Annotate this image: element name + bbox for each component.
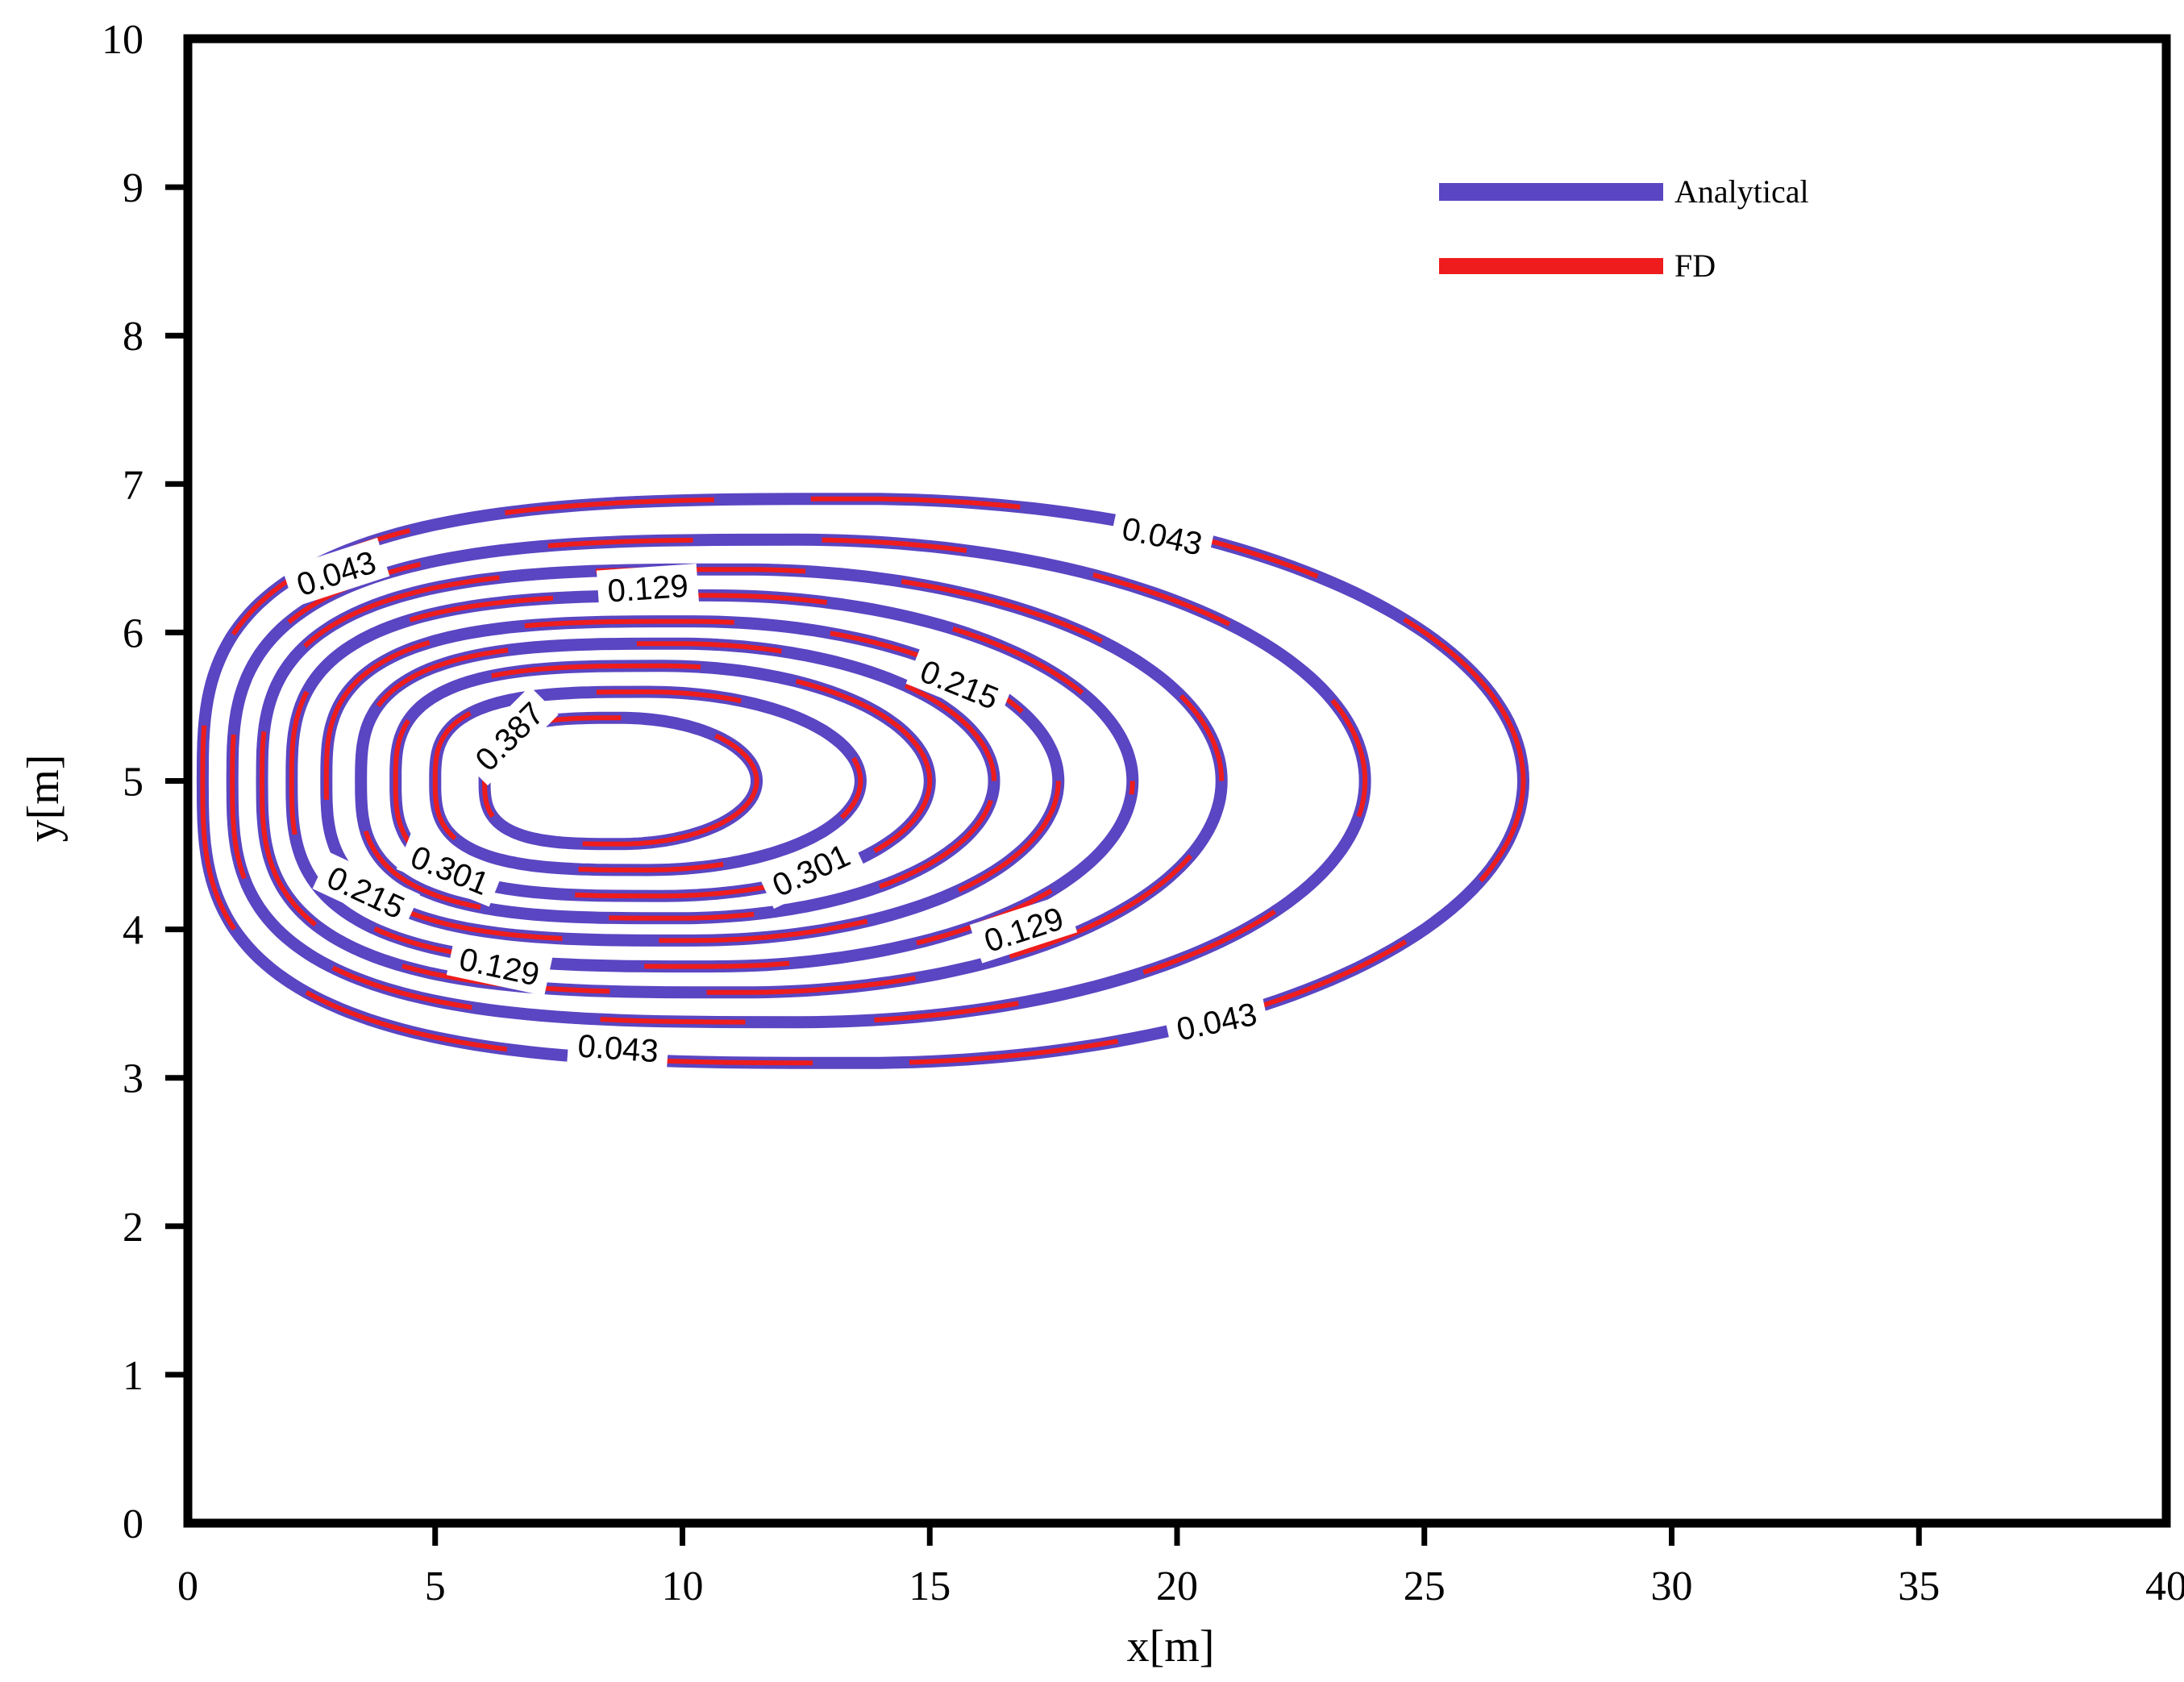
contour-label-background: [312, 851, 421, 931]
y-tick-label: 5: [123, 760, 144, 806]
y-tick-label: 8: [123, 314, 144, 360]
fd-contour-0.172: [289, 593, 1135, 969]
y-tick-label: 6: [123, 610, 144, 656]
analytical-contour-0.086: [226, 533, 1371, 1029]
x-tick-label: 40: [2145, 1563, 2184, 1609]
x-tick-label: 35: [1898, 1563, 1940, 1609]
contour-label-text: 0.043: [576, 1028, 659, 1069]
y-tick-label: 10: [102, 17, 144, 63]
y-tick-label: 4: [123, 908, 144, 954]
contour-label-background: [1163, 990, 1270, 1051]
x-tick-label: 20: [1156, 1563, 1198, 1609]
contour-label: 0.043: [1163, 990, 1270, 1051]
x-tick-label: 10: [662, 1563, 704, 1609]
legend-label-analytical: Analytical: [1674, 173, 1809, 210]
fd-contour-0.301: [393, 663, 933, 899]
legend: Analytical FD: [1439, 173, 1809, 284]
x-axis: 0 5 10 15 20 25 30 35 40: [177, 1523, 2184, 1609]
contour-label-background: [459, 686, 559, 786]
x-tick-label: 5: [425, 1563, 446, 1609]
contour-label-text: 0.129: [606, 568, 689, 610]
y-axis: 0 1 2 3 4 5 6 7 8 9 10: [102, 17, 188, 1547]
legend-swatch-analytical: [1439, 183, 1663, 201]
contour-label-background: [446, 935, 553, 996]
contour-label-background: [596, 563, 700, 611]
y-tick-label: 3: [123, 1056, 144, 1102]
y-tick-label: 7: [123, 462, 144, 508]
x-axis-title: x[m]: [1127, 1622, 1215, 1672]
fd-contour-0.086: [230, 537, 1368, 1025]
x-tick-label: 0: [177, 1563, 198, 1609]
contour-label: 0.043: [567, 1023, 670, 1072]
contour-label-text: 0.043: [1174, 997, 1260, 1048]
fd-contour-0.129: [260, 567, 1225, 995]
analytical-contour-0.129: [256, 563, 1228, 999]
fd-contour-0.344: [432, 689, 863, 872]
x-tick-label: 30: [1651, 1563, 1693, 1609]
contour-lines: [196, 493, 1529, 1069]
y-tick-label: 0: [123, 1501, 144, 1547]
contour-label: 0.129: [596, 563, 700, 611]
contour-label-background: [567, 1023, 670, 1072]
contour-label-text: 0.043: [1119, 511, 1205, 563]
y-tick-label: 9: [123, 165, 144, 211]
contour-label-background: [756, 830, 865, 909]
contour-label: 0.215: [905, 646, 1014, 722]
x-tick-label: 15: [909, 1563, 951, 1609]
contour-label-background: [969, 893, 1078, 964]
y-tick-label: 1: [123, 1353, 144, 1399]
analytical-contour-0.258: [355, 637, 1000, 925]
contour-label-background: [905, 646, 1014, 722]
legend-label-fd: FD: [1674, 248, 1716, 284]
y-axis-title: y[m]: [19, 755, 69, 843]
contour-label-background: [282, 537, 390, 607]
x-tick-label: 25: [1404, 1563, 1446, 1609]
contour-label: 0.043: [1109, 505, 1216, 566]
legend-swatch-fd: [1439, 258, 1663, 274]
contour-label-background: [1109, 505, 1216, 566]
y-tick-label: 2: [123, 1205, 144, 1251]
contour-label-background: [396, 831, 505, 907]
fd-contour-0.215: [323, 618, 1061, 943]
